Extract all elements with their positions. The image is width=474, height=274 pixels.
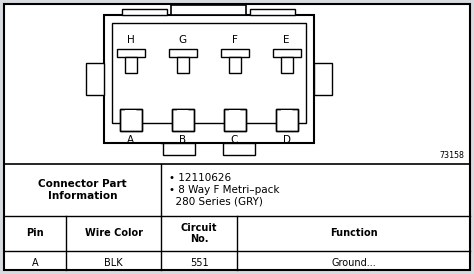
Text: 551: 551 [190, 258, 209, 269]
Text: D: D [283, 135, 291, 145]
Bar [171, 5, 246, 15]
Text: Connector Part
Information: Connector Part Information [38, 179, 127, 201]
Text: H: H [127, 35, 135, 45]
Bar [125, 57, 137, 73]
Text: Ground...: Ground... [331, 258, 376, 269]
Bar [119, 109, 142, 131]
Bar [281, 57, 292, 73]
Bar [275, 109, 298, 131]
Bar [86, 63, 103, 95]
Text: A: A [127, 135, 134, 145]
Text: BLK: BLK [104, 258, 123, 269]
Text: Pin: Pin [27, 229, 44, 238]
Bar [228, 57, 241, 73]
Bar [314, 63, 331, 95]
Bar [103, 15, 314, 143]
Bar [169, 49, 197, 57]
Bar [273, 49, 301, 57]
Bar [111, 23, 306, 123]
Bar [177, 110, 188, 125]
Bar [172, 109, 193, 131]
Text: A: A [32, 258, 38, 269]
Bar [250, 9, 295, 15]
Bar [275, 109, 298, 131]
Text: G: G [179, 35, 187, 45]
Bar [122, 9, 167, 15]
Text: C: C [231, 135, 238, 145]
Text: F: F [232, 35, 237, 45]
Bar [229, 110, 240, 125]
Bar [224, 109, 246, 131]
Bar [163, 143, 194, 155]
Bar [176, 109, 189, 126]
Text: Circuit
No.: Circuit No. [181, 223, 218, 244]
Bar [117, 49, 145, 57]
Text: • 12110626
• 8 Way F Metri–pack
  280 Series (GRY): • 12110626 • 8 Way F Metri–pack 280 Seri… [169, 173, 280, 207]
Text: Function: Function [330, 229, 377, 238]
Bar [223, 143, 255, 155]
Text: Wire Color: Wire Color [85, 229, 143, 238]
Bar [172, 109, 193, 131]
Bar [119, 109, 142, 131]
Bar [224, 109, 246, 131]
Bar [125, 110, 136, 125]
Bar [228, 109, 241, 126]
Text: B: B [179, 135, 186, 145]
Bar [220, 49, 248, 57]
Text: E: E [283, 35, 290, 45]
Bar [281, 110, 292, 125]
Bar [176, 57, 189, 73]
Bar [125, 109, 137, 126]
Bar [281, 109, 292, 126]
Text: 73158: 73158 [439, 151, 464, 160]
